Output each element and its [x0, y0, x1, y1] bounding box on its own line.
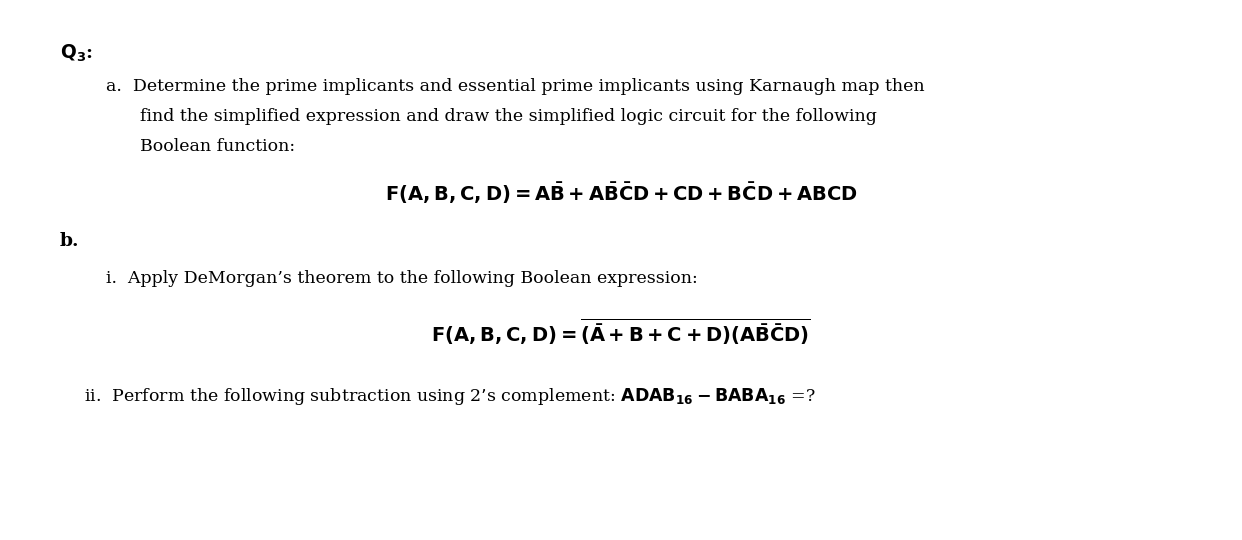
- Text: b.: b.: [60, 232, 79, 250]
- Text: i.  Apply DeMorgan’s theorem to the following Boolean expression:: i. Apply DeMorgan’s theorem to the follo…: [106, 270, 697, 287]
- Text: $\mathbf{Q_3}$:: $\mathbf{Q_3}$:: [60, 43, 93, 64]
- Text: ii.  Perform the following subtraction using 2’s complement: $\mathbf{ADAB_{16} : ii. Perform the following subtraction us…: [84, 386, 816, 407]
- Text: a.  Determine the prime implicants and essential prime implicants using Karnaugh: a. Determine the prime implicants and es…: [106, 78, 924, 95]
- Text: Boolean function:: Boolean function:: [140, 138, 296, 154]
- Text: $\mathbf{F(A, B, C, D) = A\bar{B} + A\bar{B}\bar{C}D + CD + B\bar{C}D + ABCD}$: $\mathbf{F(A, B, C, D) = A\bar{B} + A\ba…: [385, 181, 857, 206]
- Text: $\mathbf{F(A, B, C, D) = \overline{(\bar{A} + B + C + D)(A\bar{B}\bar{C}D)}}$: $\mathbf{F(A, B, C, D) = \overline{(\bar…: [431, 316, 811, 347]
- Text: find the simplified expression and draw the simplified logic circuit for the fol: find the simplified expression and draw …: [140, 108, 877, 125]
